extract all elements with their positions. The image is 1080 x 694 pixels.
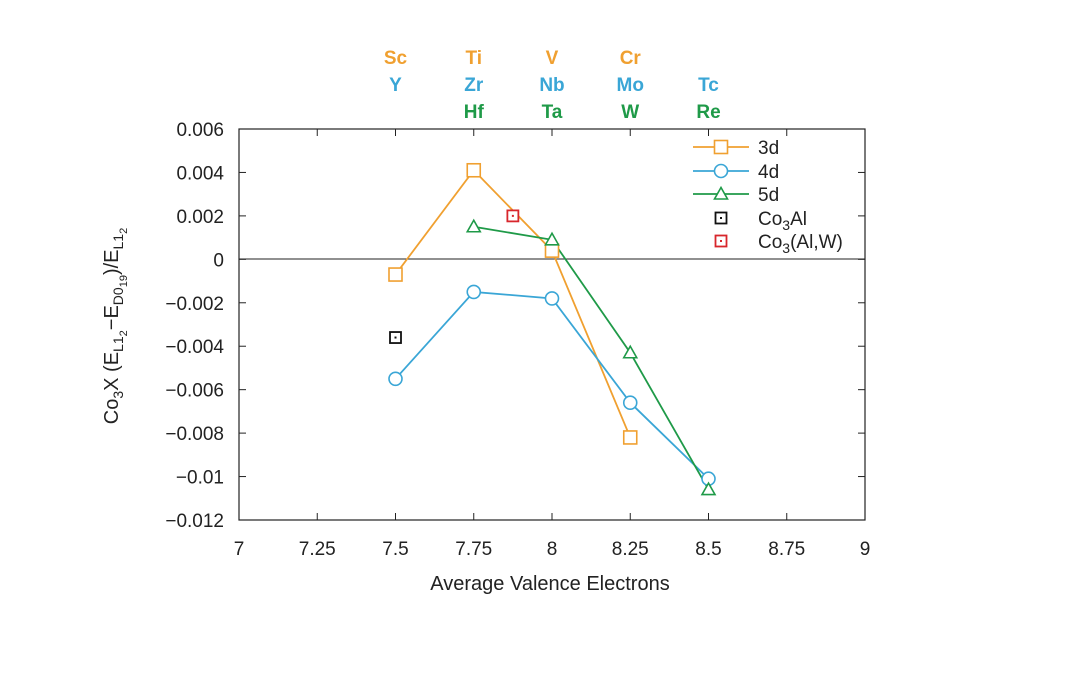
- legend-marker: [714, 234, 728, 248]
- y-tick-label: 0: [213, 250, 224, 271]
- element-label: Cr: [620, 48, 642, 69]
- x-tick-label: 7.25: [299, 539, 336, 560]
- data-point-4d: [622, 395, 638, 411]
- data-point-Co3Al: [389, 331, 402, 344]
- y-tick-label: −0.006: [165, 381, 224, 402]
- x-axis: 7 7.25 7.5 7.75 8 8.25 8.5 8.75 9: [234, 129, 871, 560]
- element-label: Sc: [384, 48, 408, 69]
- y-tick-label: −0.002: [165, 294, 224, 315]
- element-labels: Sc Y Ti Zr Hf V Nb Ta Cr Mo W Tc Re: [384, 48, 721, 123]
- y-tick-label: 0.004: [176, 163, 224, 184]
- x-tick-label: 7.75: [455, 539, 492, 560]
- legend-label: Co3(Al,W): [758, 232, 843, 256]
- x-tick-label: 7: [234, 539, 245, 560]
- y-tick-label: −0.01: [176, 468, 224, 489]
- y-tick-label: 0.006: [176, 120, 224, 141]
- legend-marker: [714, 211, 728, 225]
- y-tick-label: −0.004: [165, 337, 224, 358]
- data-point-3d: [622, 430, 638, 445]
- series-lines: [394, 168, 710, 491]
- data-point-4d: [388, 371, 403, 387]
- element-label: V: [546, 48, 559, 69]
- y-axis-title: Co3X (EL12−ED019)/EL12: [101, 228, 130, 424]
- y-axis: 0.006 0.004 0.002 0 −0.002 −0.004 −0.006 −0.008…: [165, 120, 865, 532]
- x-tick-label: 8.75: [768, 539, 805, 560]
- series-line-5d: [473, 225, 710, 491]
- legend-label: 4d: [758, 162, 779, 183]
- data-point-5d: [544, 231, 560, 246]
- x-axis-title: Average Valence Electrons: [430, 573, 669, 595]
- element-label: Zr: [464, 75, 484, 96]
- x-tick-label: 8.5: [695, 539, 721, 560]
- x-tick-label: 9: [860, 539, 871, 560]
- x-tick-label: 7.5: [382, 539, 408, 560]
- x-tick-label: 8: [547, 539, 558, 560]
- element-label: W: [621, 102, 639, 123]
- element-label: Y: [389, 75, 402, 96]
- data-point-4d: [466, 284, 482, 300]
- data-point-5d: [700, 481, 717, 496]
- y-tick-label: 0.002: [176, 207, 224, 228]
- legend-label: 5d: [758, 185, 779, 206]
- element-label: Re: [696, 102, 720, 123]
- x-tick-label: 8.25: [612, 539, 649, 560]
- legend-marker: [713, 163, 729, 179]
- series-markers: [388, 162, 717, 496]
- data-point-4d: [544, 291, 560, 306]
- element-label: Ta: [542, 102, 563, 123]
- y-tick-label: −0.012: [165, 511, 224, 532]
- legend-marker: [713, 139, 729, 155]
- data-point-3d: [388, 267, 403, 282]
- data-point-3d: [466, 162, 482, 178]
- element-label: Nb: [539, 75, 564, 96]
- legend-label: Co3Al: [758, 209, 807, 233]
- element-label: Mo: [617, 75, 644, 96]
- data-point-5d: [465, 218, 482, 233]
- legend-label: 3d: [758, 138, 779, 159]
- series-line-4d: [394, 290, 710, 480]
- element-label: Ti: [465, 48, 482, 69]
- element-label: Tc: [698, 75, 719, 96]
- y-tick-label: −0.008: [165, 424, 224, 445]
- legend-marker: [713, 185, 729, 200]
- data-point-Co3AlW: [506, 209, 520, 223]
- data-point-5d: [622, 344, 639, 359]
- element-label: Hf: [464, 102, 485, 123]
- data-point-3d: [544, 243, 560, 258]
